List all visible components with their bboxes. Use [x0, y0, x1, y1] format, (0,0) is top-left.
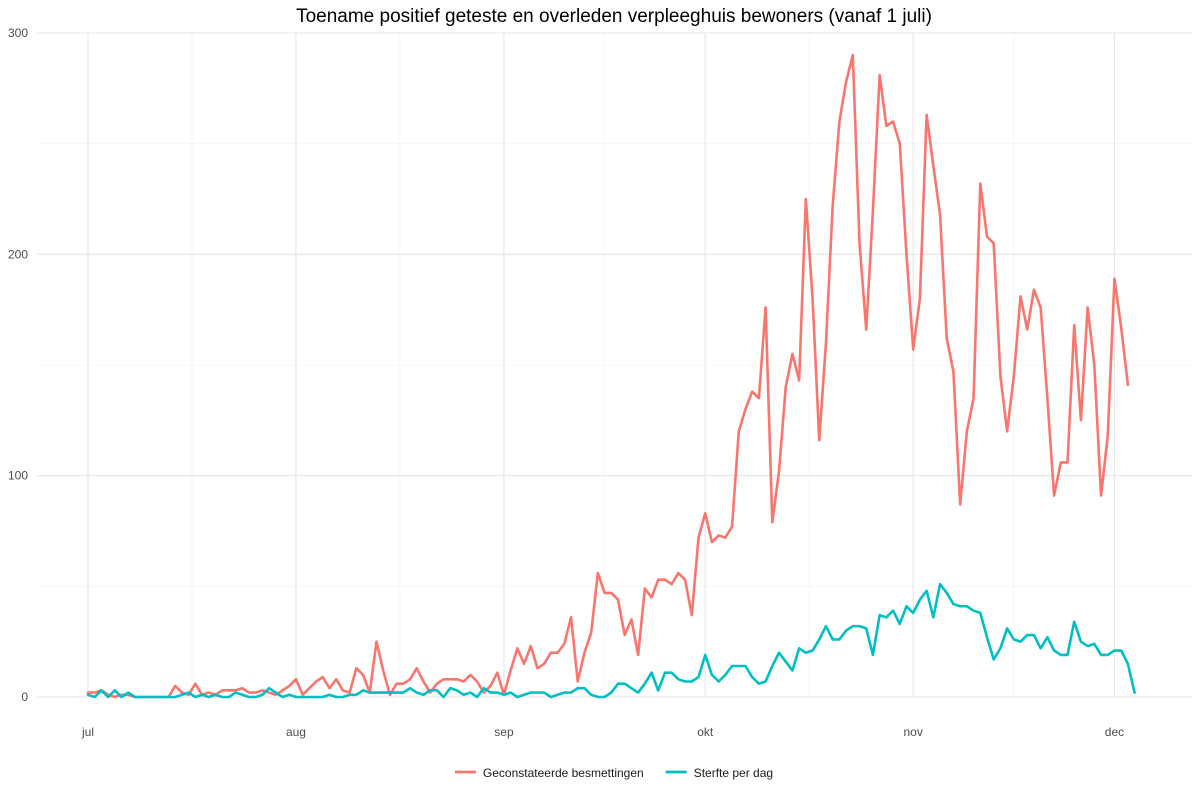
- y-tick-label: 200: [8, 247, 28, 261]
- series-line: [86, 582, 1136, 699]
- x-tick-label: dec: [1105, 725, 1124, 739]
- x-axis: jul aug sep okt nov dec: [81, 725, 1124, 739]
- x-tick-label: aug: [286, 725, 306, 739]
- legend-label: Geconstateerde besmettingen: [483, 766, 644, 780]
- legend-label: Sterfte per dag: [694, 766, 773, 780]
- x-tick-label: okt: [697, 725, 714, 739]
- x-tick-label: sep: [494, 725, 514, 739]
- chart-title: Toename positief geteste en overleden ve…: [296, 6, 932, 27]
- legend: Geconstateerde besmettingen Sterfte per d…: [454, 766, 773, 780]
- y-axis: 0 100 200 300: [8, 26, 28, 704]
- x-tick-label: jul: [81, 725, 94, 739]
- series-line: [86, 53, 1130, 699]
- series-lines: [86, 53, 1136, 699]
- y-tick-label: 300: [8, 26, 28, 40]
- grid: [37, 32, 1193, 698]
- y-tick-label: 0: [21, 690, 28, 704]
- y-tick-label: 100: [8, 469, 28, 483]
- x-tick-label: nov: [904, 725, 923, 739]
